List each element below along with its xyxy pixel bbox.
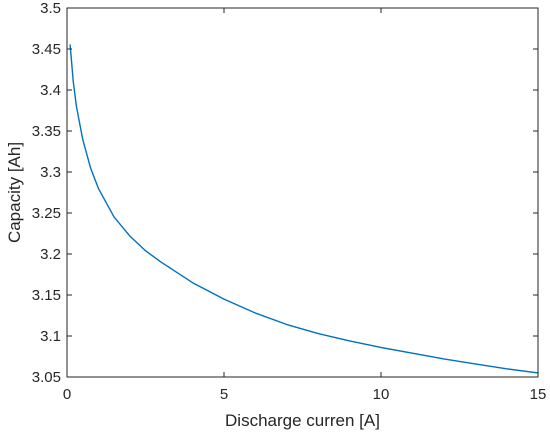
x-tick-label: 15 [530, 386, 547, 403]
y-tick-label: 3.05 [32, 369, 61, 386]
x-tick-label: 10 [373, 386, 390, 403]
y-tick-label: 3.2 [40, 246, 61, 263]
y-tick-label: 3.3 [40, 164, 61, 181]
y-tick-label: 3.45 [32, 41, 61, 58]
y-tick-label: 3.5 [40, 0, 61, 17]
axes-box [66, 7, 539, 378]
y-tick-label: 3.4 [40, 82, 61, 99]
x-tick-label: 5 [220, 386, 228, 403]
y-axis-label: Capacity [Ah] [5, 142, 24, 243]
y-tick-label: 3.15 [32, 287, 61, 304]
series-line [69, 44, 539, 374]
tick-group: 0 5 10 15 3.05 3.1 3.15 3.2 3.25 3.3 3.35 3.4 3.45 3.… [32, 0, 547, 403]
y-tick-label: 3.35 [32, 123, 61, 140]
x-axis-label: Discharge curren [A] [225, 411, 380, 430]
y-tick-label: 3.1 [40, 328, 61, 345]
y-tick-label: 3.25 [32, 205, 61, 222]
x-tick-label: 0 [63, 386, 71, 403]
plot-area [66, 7, 539, 378]
